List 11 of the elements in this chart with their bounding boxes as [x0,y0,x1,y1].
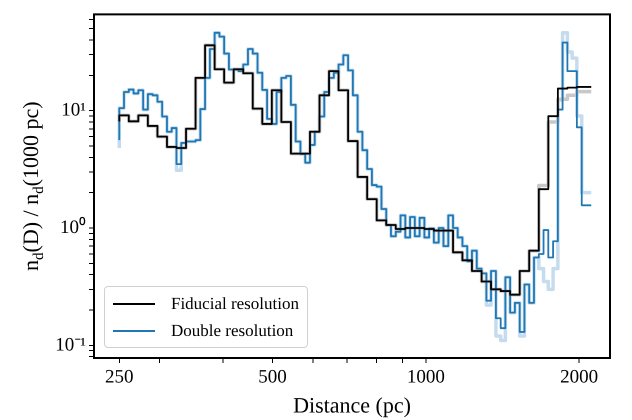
y-axis-title: nd(D) / nd(1000 pc) [18,101,47,271]
y-tick-label: 10¹ [61,100,86,121]
x-tick-label: 250 [105,366,134,388]
x-axis-title: Distance (pc) [293,392,411,418]
x-tick-label: 2000 [560,366,598,388]
legend-label: Fiducial resolution [171,294,299,314]
x-tick-label: 500 [258,366,287,388]
x-tick-label: 1000 [406,366,445,388]
y-tick-label: 10⁻¹ [55,334,86,356]
y-tick-label: 10⁰ [60,216,86,238]
legend-label: Double resolution [171,320,294,340]
